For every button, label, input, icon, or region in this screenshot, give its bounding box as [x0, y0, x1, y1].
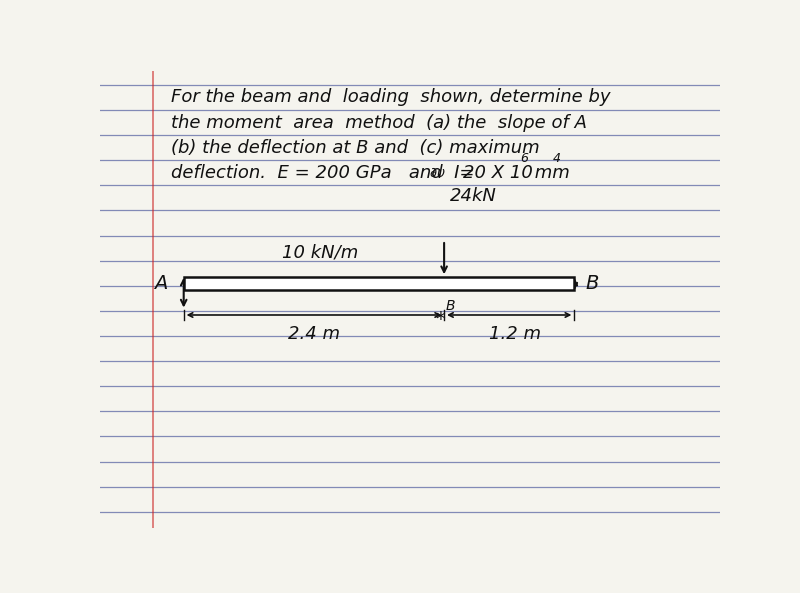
Text: For the beam and  loading  shown, determine by: For the beam and loading shown, determin… [171, 88, 611, 106]
Text: $\partial\upsilon$: $\partial\upsilon$ [429, 166, 446, 180]
Text: B: B [446, 299, 455, 313]
Text: 2.4 m: 2.4 m [288, 325, 340, 343]
Text: 4: 4 [553, 152, 561, 165]
Text: *: * [435, 310, 446, 329]
Text: 10 kN/m: 10 kN/m [282, 243, 358, 261]
Bar [184, 277, 574, 290]
Text: B: B [585, 274, 598, 293]
Text: the moment  area  method  (a) the  slope of A: the moment area method (a) the slope of … [171, 113, 587, 132]
Text: (b) the deflection at B and  (c) maximum: (b) the deflection at B and (c) maximum [171, 139, 540, 157]
Text: 1.2 m: 1.2 m [490, 325, 542, 343]
Text: 24kN: 24kN [450, 187, 497, 205]
Text: 6: 6 [520, 152, 528, 165]
Text: deflection.  E = 200 GPa   and  I=: deflection. E = 200 GPa and I= [171, 164, 475, 182]
Text: mm: mm [529, 164, 570, 182]
Text: A: A [154, 274, 167, 293]
Text: 20 X 10: 20 X 10 [462, 164, 533, 182]
